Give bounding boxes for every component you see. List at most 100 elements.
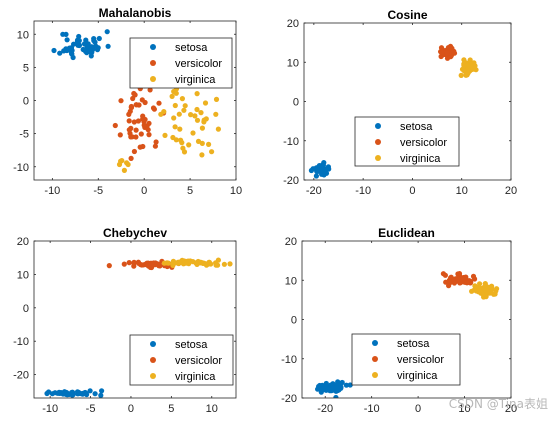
y-tick-label: -20 [281,393,297,405]
point-versicolor [152,143,158,149]
point-virginica [116,161,123,168]
point-virginica [124,160,130,166]
y-tick-label: -10 [13,162,29,174]
point-virginica [170,261,176,267]
y-tick-label: 0 [23,96,29,108]
legend-marker-versicolor [150,60,156,66]
point-virginica [119,158,125,164]
point-setosa [323,380,329,387]
point-versicolor [138,131,144,137]
y-tick-label: 5 [23,62,29,74]
point-virginica [171,115,177,121]
x-tick-label: 10 [458,403,470,415]
point-setosa [61,48,67,54]
x-tick-label: 20 [505,403,517,415]
x-tick-label: 20 [505,185,517,197]
point-setosa [319,164,325,170]
point-versicolor [451,280,457,286]
subplot-title: Euclidean [378,226,435,240]
y-tick-label: -10 [281,354,297,366]
point-virginica [206,260,213,266]
point-setosa [94,47,101,53]
point-versicolor [126,260,132,266]
point-versicolor [150,105,157,111]
point-virginica [227,261,233,267]
point-virginica [181,149,188,155]
legend-box [129,37,233,89]
subplot-mahalanobis: -10 -5 0 5 10 -10 -5 0 5 10 Mahalanobis setosa versi… [13,6,242,197]
point-setosa [343,382,349,388]
point-versicolor [145,263,151,269]
legend-marker-setosa [375,123,381,129]
point-setosa [76,389,82,395]
point-versicolor [112,122,118,129]
point-virginica [177,126,183,132]
subplot-title: Mahalanobis [99,6,172,20]
point-setosa [104,29,110,35]
point-versicolor [106,263,112,269]
point-versicolor [128,155,134,161]
point-setosa [82,389,88,396]
point-setosa [99,388,105,394]
y-tick-label: 10 [17,269,29,281]
point-setosa [60,391,66,397]
point-versicolor [117,132,123,138]
legend-box [351,333,461,386]
legend: setosa versicolor virginica [129,37,233,89]
point-versicolor [121,261,127,267]
point-setosa [339,379,345,386]
point-setosa [347,382,353,388]
point-versicolor [146,132,152,138]
point-versicolor [459,276,465,282]
point-setosa [70,391,76,397]
point-versicolor [136,102,142,108]
point-virginica [173,90,179,96]
x-tick-label: 5 [168,403,174,415]
x-tick-label: -5 [93,185,103,197]
point-setosa [60,31,66,37]
x-tick-label: -20 [306,185,322,197]
point-virginica [194,117,201,123]
x-tick-label: 0 [128,403,134,415]
data-points [51,29,221,173]
point-virginica [165,260,171,266]
point-virginica [209,149,215,155]
point-versicolor [151,262,157,268]
x-tick-label: 0 [141,185,147,197]
legend-marker-setosa [150,341,156,347]
point-setosa [338,384,344,390]
legend-marker-virginica [150,76,156,82]
point-versicolor [470,273,477,279]
y-tick-label: 0 [291,315,297,327]
x-tick-label: 10 [206,403,218,415]
axes-box [33,240,237,399]
point-versicolor [135,118,141,124]
point-versicolor [127,108,133,114]
y-tick-label: -10 [13,336,29,348]
point-versicolor [118,98,124,104]
point-virginica [195,138,202,144]
point-virginica [186,142,192,148]
point-setosa [321,386,328,393]
point-versicolor [131,260,137,266]
y-tick-label: 10 [17,29,29,41]
point-virginica [182,103,188,109]
point-virginica [173,137,179,143]
point-setosa [105,43,111,49]
point-versicolor [153,139,159,145]
point-virginica [192,113,198,119]
y-tick-label: 0 [293,97,299,109]
point-versicolor [156,100,162,106]
legend-label-virginica: virginica [400,153,441,165]
point-virginica [188,112,194,118]
data-points [308,43,479,179]
y-tick-label: -20 [13,370,29,382]
point-virginica [121,167,127,173]
point-virginica [177,259,183,265]
point-versicolor [132,92,138,98]
point-versicolor [141,122,147,128]
point-virginica [179,96,185,102]
legend-marker-versicolor [150,357,156,363]
legend-label-setosa: setosa [175,42,208,54]
point-setosa [57,50,63,56]
